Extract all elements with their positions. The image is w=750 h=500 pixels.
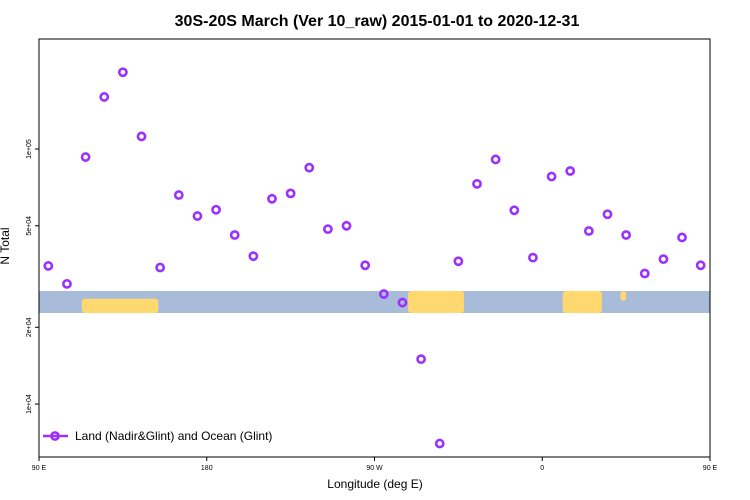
land-australia <box>81 298 159 313</box>
x-tick-label: 90 W <box>366 465 383 472</box>
land-south-america <box>408 291 464 313</box>
data-point <box>229 230 240 240</box>
data-point <box>658 254 669 265</box>
legend-entry: Land (Nadir&Glint) and Ocean (Glint) <box>75 429 272 443</box>
data-point <box>472 178 482 189</box>
data-point <box>602 209 613 220</box>
data-point <box>565 166 576 176</box>
y-axis: 1e+04 2e+04 5e+04 1e+05 <box>26 139 39 414</box>
y-axis-label: N Total <box>0 227 12 264</box>
data-point <box>490 154 501 165</box>
land-ocean-map-band <box>39 291 710 313</box>
land-madagascar <box>620 291 627 301</box>
data-point <box>99 92 110 102</box>
y-tick-label: 2e+04 <box>26 317 33 337</box>
data-point <box>397 297 408 308</box>
data-point <box>136 131 147 142</box>
chart-title: 30S-20S March (Ver 10_raw) 2015-01-01 to… <box>175 13 580 30</box>
legend-marker <box>50 431 60 441</box>
data-point <box>583 226 594 236</box>
data-point <box>453 256 464 267</box>
data-point <box>695 260 706 271</box>
data-point <box>117 67 128 78</box>
data-point <box>80 152 91 162</box>
data-point <box>285 188 296 199</box>
x-tick-label: 0 <box>540 465 544 472</box>
data-points <box>43 67 706 449</box>
data-point <box>677 232 687 243</box>
legend: Land (Nadir&Glint) and Ocean (Glint) <box>43 429 272 443</box>
data-point <box>304 162 315 173</box>
data-point <box>211 204 221 215</box>
x-axis: 90 E 180 90 W 0 90 E <box>32 457 718 472</box>
data-point <box>62 278 72 289</box>
plot-frame <box>38 38 711 458</box>
data-point <box>248 251 259 262</box>
y-tick-label: 5e+04 <box>26 216 33 236</box>
data-point <box>639 268 650 279</box>
x-tick-label: 90 E <box>32 465 47 472</box>
data-point <box>546 171 557 182</box>
y-tick-label: 1e+05 <box>26 139 33 159</box>
x-tick-label: 90 E <box>703 465 718 472</box>
data-point <box>43 261 54 271</box>
data-point <box>378 289 389 299</box>
data-point <box>360 260 371 271</box>
data-point <box>173 190 184 200</box>
data-point <box>434 438 445 449</box>
data-point <box>267 193 277 204</box>
data-point <box>509 205 520 216</box>
x-tick-label: 180 <box>201 465 213 472</box>
data-point <box>323 224 333 235</box>
y-tick-label: 1e+04 <box>26 394 33 414</box>
land-africa <box>562 291 602 313</box>
ocean-band <box>39 291 710 313</box>
data-point <box>155 262 166 273</box>
data-point <box>416 354 426 365</box>
data-point <box>528 252 538 263</box>
x-axis-label: Longitude (deg E) <box>327 477 422 491</box>
data-point <box>341 220 352 231</box>
data-point <box>621 230 632 240</box>
data-point <box>192 211 203 221</box>
